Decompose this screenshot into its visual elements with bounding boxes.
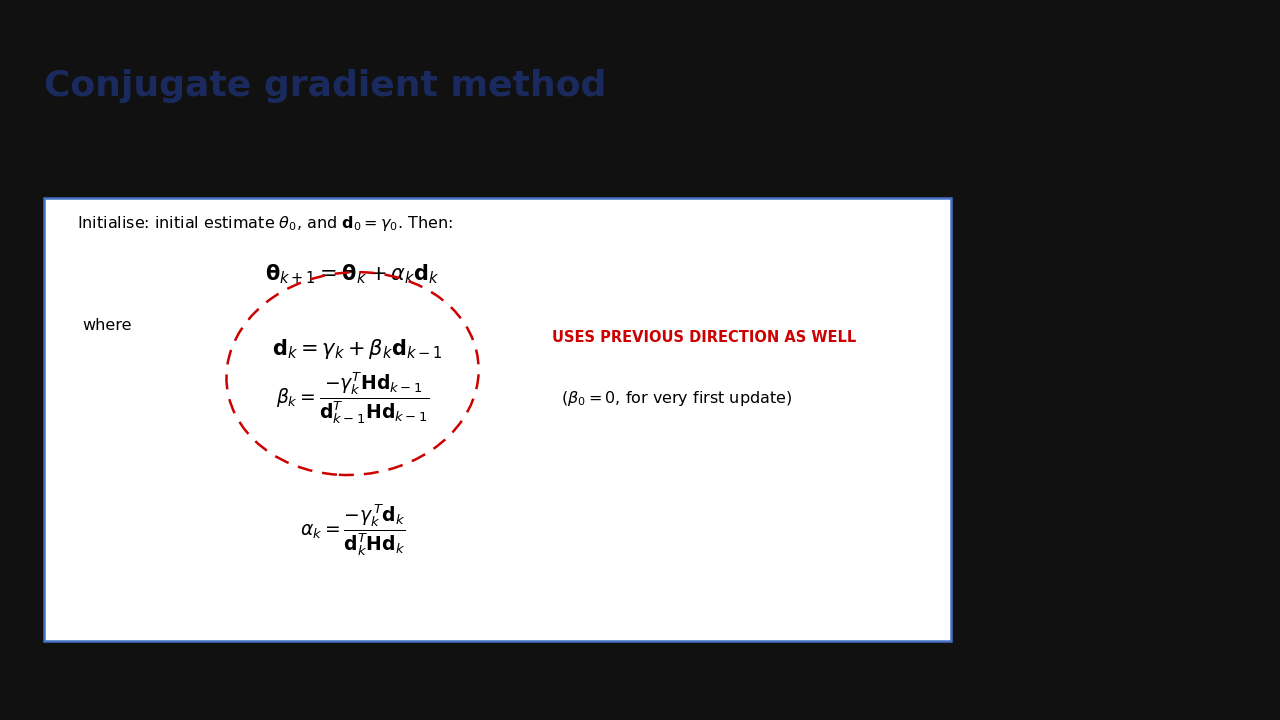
Text: where: where — [82, 318, 132, 333]
FancyBboxPatch shape — [44, 198, 951, 642]
Text: $\mathbf{\theta}_{k+1} = \mathbf{\theta}_k + \alpha_k\mathbf{d}_k$: $\mathbf{\theta}_{k+1} = \mathbf{\theta}… — [265, 263, 440, 287]
Text: $\mathbf{d}_k = \gamma_k + \beta_k\mathbf{d}_{k-1}$: $\mathbf{d}_k = \gamma_k + \beta_k\mathb… — [271, 337, 443, 361]
Text: USES PREVIOUS DIRECTION AS WELL: USES PREVIOUS DIRECTION AS WELL — [552, 330, 856, 346]
Text: $\beta_k = \dfrac{-\gamma_k^T\mathbf{H}\mathbf{d}_{k-1}}{\mathbf{d}_{k-1}^T\math: $\beta_k = \dfrac{-\gamma_k^T\mathbf{H}\… — [276, 370, 429, 426]
Text: Initialise: initial estimate $\theta_0$, and $\mathbf{d}_0 = \gamma_0$. Then:: Initialise: initial estimate $\theta_0$,… — [77, 214, 453, 233]
Text: ($\beta_0 = 0$, for very first update): ($\beta_0 = 0$, for very first update) — [562, 389, 792, 408]
Text: $\alpha_k = \dfrac{-\gamma_k^{\,T}\mathbf{d}_k}{\mathbf{d}_k^T\mathbf{H}\mathbf{: $\alpha_k = \dfrac{-\gamma_k^{\,T}\mathb… — [300, 503, 406, 559]
Text: Conjugate gradient method: Conjugate gradient method — [44, 69, 607, 103]
